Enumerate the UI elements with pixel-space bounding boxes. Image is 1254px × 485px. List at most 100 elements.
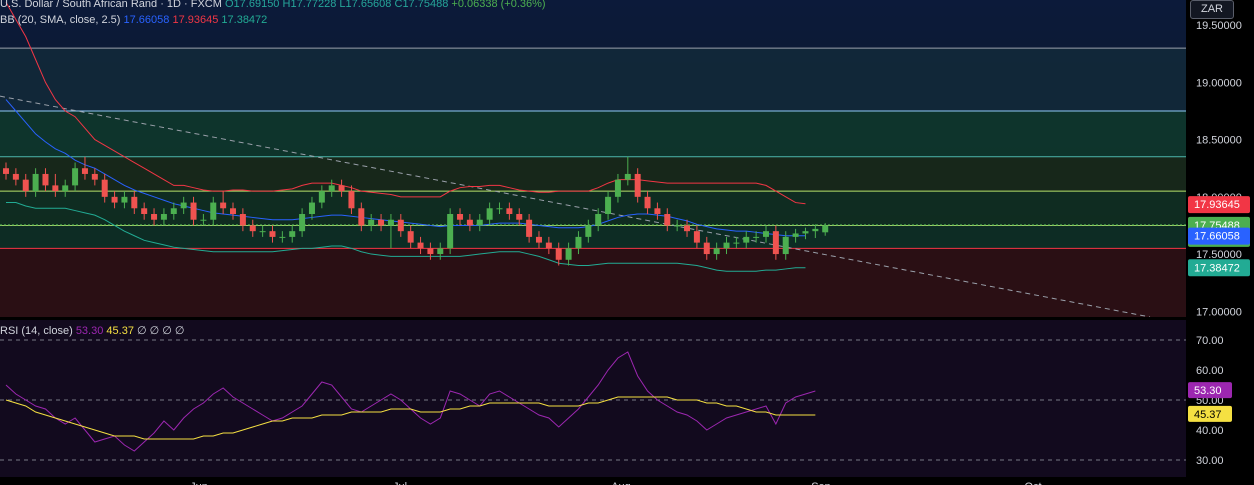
time-tick-label: Jul — [393, 481, 407, 485]
time-tick-label: Jun — [190, 481, 208, 485]
candle-body — [457, 214, 464, 220]
bb-legend[interactable]: BB (20, SMA, close, 2.5) 17.66058 17.936… — [0, 14, 267, 26]
high-label: H — [282, 0, 291, 10]
candle-body — [753, 236, 760, 238]
rsi-legend[interactable]: RSI (14, close) 53.30 45.37 ∅ ∅ ∅ ∅ — [0, 324, 185, 337]
candle-body — [466, 219, 473, 226]
candle-body — [279, 236, 286, 238]
candle-body — [289, 231, 296, 237]
candle-body — [387, 219, 394, 226]
candle-body — [81, 168, 88, 174]
high-value: 17.77228 — [290, 0, 337, 10]
candle-body — [545, 242, 552, 249]
time-axis: Jun Jul Aug Sep Oct — [190, 481, 1041, 485]
candle-body — [249, 225, 256, 232]
currency-button[interactable]: ZAR — [1190, 0, 1234, 19]
candle-body — [259, 231, 266, 233]
candle-body — [358, 208, 365, 226]
rsi-value-label-bg — [1188, 382, 1232, 399]
candle-body — [684, 225, 691, 232]
bb-upper-value: 17.93645 — [172, 14, 219, 26]
candle-body — [141, 208, 148, 215]
bb-lower-value: 17.38472 — [221, 14, 268, 26]
candle-body — [762, 231, 769, 237]
close-value: 17.75488 — [402, 0, 449, 10]
rsi-tick-label: 40.00 — [1196, 425, 1224, 437]
rsi-ma-line — [5, 396, 816, 440]
candle-body — [427, 248, 434, 255]
candle-body — [654, 208, 661, 215]
rsi-value-label: 45.37 — [1194, 409, 1222, 421]
candle-body — [535, 236, 542, 243]
rsi-tick-label: 60.00 — [1196, 365, 1224, 377]
open-label: O — [224, 0, 234, 10]
price-tick-label: 18.50000 — [1196, 135, 1242, 147]
candle-body — [42, 173, 49, 186]
candle-body — [32, 173, 39, 192]
candle-body — [575, 236, 582, 249]
candle-body — [437, 248, 444, 255]
symbol-legend[interactable]: U.S. Dollar / South African Rand · 1D · … — [0, 0, 546, 10]
price-tick-label: 19.00000 — [1196, 77, 1242, 89]
candle-body — [101, 179, 108, 197]
candle-body — [526, 219, 533, 237]
candle-body — [506, 208, 513, 215]
time-tick-label: Oct — [1024, 481, 1041, 485]
price-label-text: 17.38472 — [1194, 262, 1240, 274]
candle-body — [496, 208, 503, 210]
candles — [3, 156, 829, 266]
price-tick-label: 17.00000 — [1196, 306, 1242, 318]
candle-body — [516, 214, 523, 220]
candle-body — [3, 168, 9, 174]
price-tick-label: 17.50000 — [1196, 249, 1242, 261]
candle-body — [180, 202, 187, 209]
zone-band — [0, 48, 1186, 112]
candle-body — [338, 185, 345, 192]
candle-body — [62, 185, 69, 192]
open-value: 17.69150 — [233, 0, 280, 10]
rsi-tick-label: 30.00 — [1196, 455, 1224, 467]
candle-body — [417, 242, 424, 249]
candle-body — [713, 248, 720, 255]
candle-body — [822, 225, 829, 233]
candle-body — [585, 225, 592, 237]
candle-body — [12, 173, 19, 180]
zones — [0, 47, 1186, 317]
candle-body — [565, 248, 572, 260]
candle-body — [239, 214, 246, 226]
bb-label: BB (20, SMA, close, 2.5) — [0, 14, 121, 26]
candle-body — [269, 231, 276, 237]
price-label-bg — [1188, 196, 1250, 214]
rsi-ma-value: 45.37 — [106, 325, 134, 337]
candle-body — [230, 208, 237, 215]
trend-line — [0, 95, 1151, 318]
price-grid — [0, 95, 1151, 318]
candle-body — [308, 202, 315, 215]
candle-body — [328, 185, 335, 192]
candle-body — [378, 219, 385, 226]
rsi-extra-values: ∅ ∅ ∅ ∅ — [137, 325, 185, 337]
candle-body — [447, 214, 454, 249]
candle-body — [486, 208, 493, 220]
candle-body — [121, 196, 128, 203]
candle-body — [555, 248, 562, 260]
candle-body — [190, 202, 197, 220]
change-value: +0.06338 (+0.36%) — [451, 0, 546, 10]
rsi-label: RSI (14, close) — [0, 325, 73, 337]
candle-body — [210, 202, 217, 220]
pane-separator[interactable] — [0, 317, 1186, 320]
candle-body — [743, 236, 750, 243]
candle-body — [772, 231, 779, 255]
candle-body — [733, 242, 740, 244]
candle-body — [782, 236, 789, 255]
candle-body — [693, 231, 700, 243]
zone-band — [0, 225, 1186, 249]
candle-body — [131, 196, 138, 209]
bollinger-bands — [5, 2, 806, 272]
low-label: L — [339, 0, 346, 10]
candle-body — [348, 191, 355, 209]
candle-body — [595, 214, 602, 226]
candle-body — [614, 179, 621, 197]
